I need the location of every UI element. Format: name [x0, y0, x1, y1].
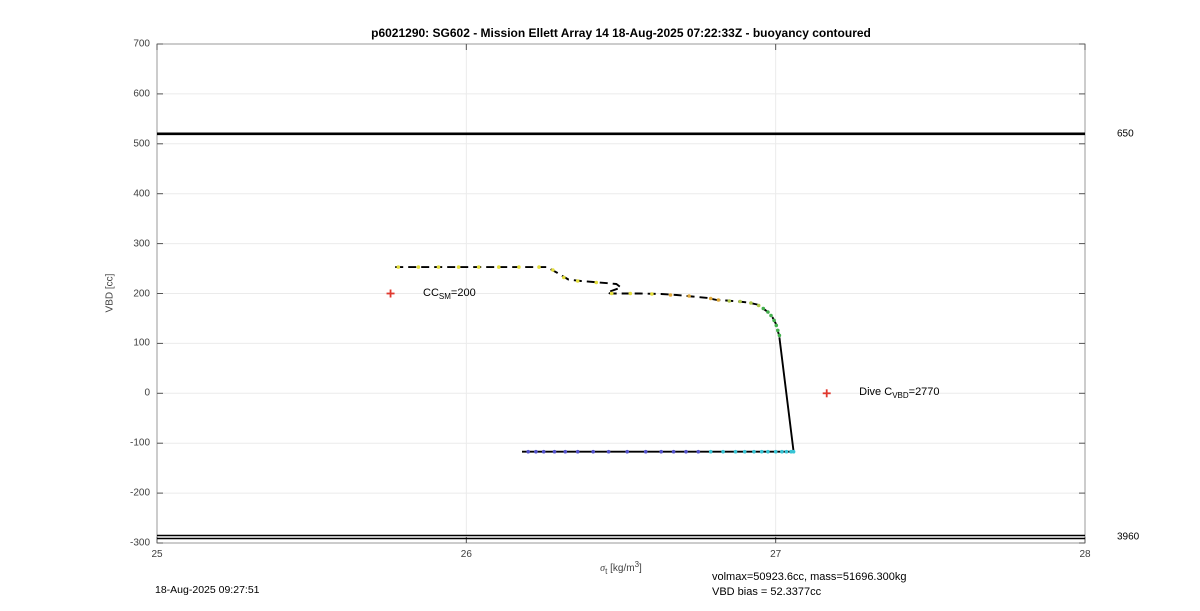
ref-label-dive-c-vbd: Dive CVBD=2770: [859, 386, 940, 401]
footer-volmax-mass: volmax=50923.6cc, mass=51696.300kg: [712, 571, 907, 583]
buoyancy-marker-yellow: [551, 268, 555, 272]
buoyancy-marker-cyan: [708, 449, 713, 454]
buoyancy-marker-yellow: [476, 265, 481, 269]
buoyancy-marker-green: [777, 333, 782, 338]
buoyancy-marker-blue: [563, 449, 568, 454]
y-axis-label: VBD [cc]: [104, 273, 116, 313]
buoyancy-marker-orange: [708, 296, 713, 301]
buoyancy-marker-yellow: [609, 291, 614, 296]
buoyancy-marker-cyan: [773, 449, 778, 454]
buoyancy-marker-yellow: [396, 265, 401, 269]
buoyancy-marker-blue: [526, 449, 530, 454]
chart-title: p6021290: SG602 - Mission Ellett Array 1…: [371, 26, 871, 40]
y-tick-label: 100: [133, 337, 150, 349]
buoyancy-marker-blue: [696, 449, 701, 454]
buoyancy-marker-blue: [534, 449, 538, 454]
y-tick-label: 500: [133, 138, 150, 150]
buoyancy-marker-blue: [625, 449, 629, 454]
buoyancy-marker-cyan: [733, 449, 738, 454]
buoyancy-marker-yellow: [628, 291, 633, 296]
buoyancy-marker-blue: [659, 449, 663, 454]
buoyancy-marker-cyan: [766, 449, 770, 454]
y-tick-label: 600: [133, 88, 150, 100]
buoyancy-marker-yellow: [562, 275, 566, 280]
buoyancy-marker-yellow: [650, 292, 654, 296]
y-tick-label: 300: [133, 238, 150, 250]
buoyancy-marker-green: [774, 323, 779, 328]
buoyancy-marker-blue: [684, 449, 688, 454]
buoyancy-marker-cyan: [759, 449, 764, 454]
buoyancy-marker-orange: [668, 293, 673, 297]
y-tick-label: 200: [133, 288, 150, 299]
buoyancy-marker-orange: [716, 298, 721, 302]
buoyancy-marker-green: [776, 328, 780, 333]
y-tick-label: -300: [129, 537, 150, 549]
buoyancy-marker-blue: [606, 449, 611, 454]
limit-line-label: 650: [1117, 128, 1134, 140]
buoyancy-marker-blue: [541, 449, 546, 454]
buoyancy-marker-yellow: [594, 280, 599, 285]
buoyancy-marker-cyan: [791, 449, 796, 454]
x-tick-label: 28: [1079, 549, 1091, 560]
buoyancy-marker-cyan: [789, 449, 793, 454]
ref-marker-cc-sm: [386, 289, 395, 298]
y-tick-label: 0: [144, 387, 150, 399]
buoyancy-marker-blue: [643, 449, 648, 454]
buoyancy-marker-green: [761, 306, 766, 311]
buoyancy-marker-yellowgreen: [727, 299, 732, 303]
x-tick-label: 26: [460, 549, 472, 560]
y-tick-label: -100: [129, 437, 150, 449]
buoyancy-marker-cyan: [784, 449, 789, 454]
y-tick-label: -200: [129, 487, 150, 499]
buoyancy-marker-cyan: [721, 449, 725, 454]
buoyancy-marker-yellow: [537, 265, 541, 269]
buoyancy-marker-blue: [552, 449, 557, 454]
buoyancy-marker-yellowgreen: [738, 299, 742, 304]
footer-datetime: 18-Aug-2025 09:27:51: [155, 584, 260, 596]
buoyancy-marker-cyan: [742, 449, 747, 454]
buoyancy-marker-blue: [591, 449, 595, 454]
buoyancy-marker-green: [766, 310, 770, 314]
buoyancy-marker-cyan: [780, 449, 784, 454]
limit-line-label: 3960: [1117, 531, 1140, 543]
x-tick-label: 25: [151, 549, 163, 560]
series-dive-profile: [395, 266, 781, 337]
footer-vbd-bias: VBD bias = 52.3377cc: [712, 586, 822, 598]
ref-marker-dive-c-vbd: [822, 389, 831, 398]
buoyancy-marker-orange: [687, 294, 691, 298]
buoyancy-marker-blue: [671, 449, 676, 454]
buoyancy-marker-yellowgreen: [749, 301, 753, 305]
buoyancy-marker-blue: [575, 449, 580, 454]
buoyancy-marker-yellow: [575, 279, 580, 283]
buoyancy-marker-green: [769, 313, 773, 318]
x-tick-label: 27: [770, 549, 782, 560]
ref-label-cc-sm: CCSM=200: [423, 286, 476, 301]
buoyancy-marker-yellow: [517, 265, 521, 269]
buoyancy-marker-yellow: [436, 265, 441, 269]
buoyancy-marker-cyan: [752, 449, 756, 454]
series-steep-descent-and-apogee: [522, 337, 795, 453]
buoyancy-marker-green: [772, 318, 776, 323]
buoyancy-marker-yellowgreen: [756, 303, 761, 308]
buoyancy-marker-yellow: [456, 265, 461, 269]
y-tick-label: 700: [133, 38, 150, 50]
y-tick-label: 400: [133, 188, 150, 200]
x-axis-label: σt [kg/m3]: [600, 560, 642, 576]
buoyancy-marker-yellow: [497, 265, 501, 269]
buoyancy-marker-yellow: [416, 265, 421, 269]
